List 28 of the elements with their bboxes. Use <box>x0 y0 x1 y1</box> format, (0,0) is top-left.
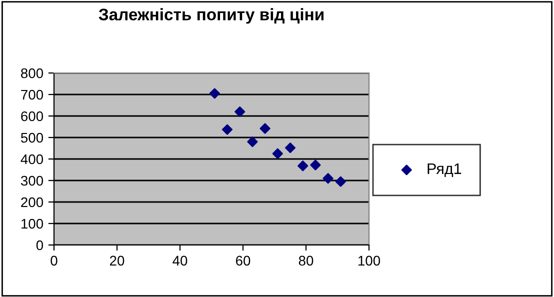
y-tick-label: 400 <box>20 154 44 164</box>
x-tick-label: 0 <box>50 256 58 266</box>
point <box>260 123 270 134</box>
legend-label: Ряд1 <box>428 163 462 177</box>
y-tick-label: 500 <box>20 132 44 143</box>
y-tick-label: 0 <box>36 240 44 250</box>
chart-title: Залежність попиту від ціни <box>98 8 324 24</box>
y-tick-label: 700 <box>21 90 44 100</box>
point <box>272 148 283 159</box>
point <box>298 160 308 172</box>
point <box>234 106 246 117</box>
point <box>335 176 346 187</box>
point <box>322 173 334 184</box>
x-tick-label: 80 <box>298 256 314 266</box>
y-tick-label: 800 <box>21 68 44 78</box>
point <box>209 88 220 99</box>
x-tick-label: 100 <box>358 256 380 266</box>
point <box>247 136 258 148</box>
y-tick-label: 600 <box>21 111 44 122</box>
point <box>310 160 321 170</box>
x-tick-label: 20 <box>110 256 124 266</box>
point <box>222 124 233 135</box>
y-tick-label: 300 <box>20 176 44 186</box>
x-tick-label: 40 <box>172 256 188 266</box>
point <box>284 142 296 154</box>
y-tick-label: 100 <box>21 218 44 229</box>
x-tick-label: 60 <box>236 256 250 266</box>
y-tick-label: 200 <box>21 197 44 208</box>
